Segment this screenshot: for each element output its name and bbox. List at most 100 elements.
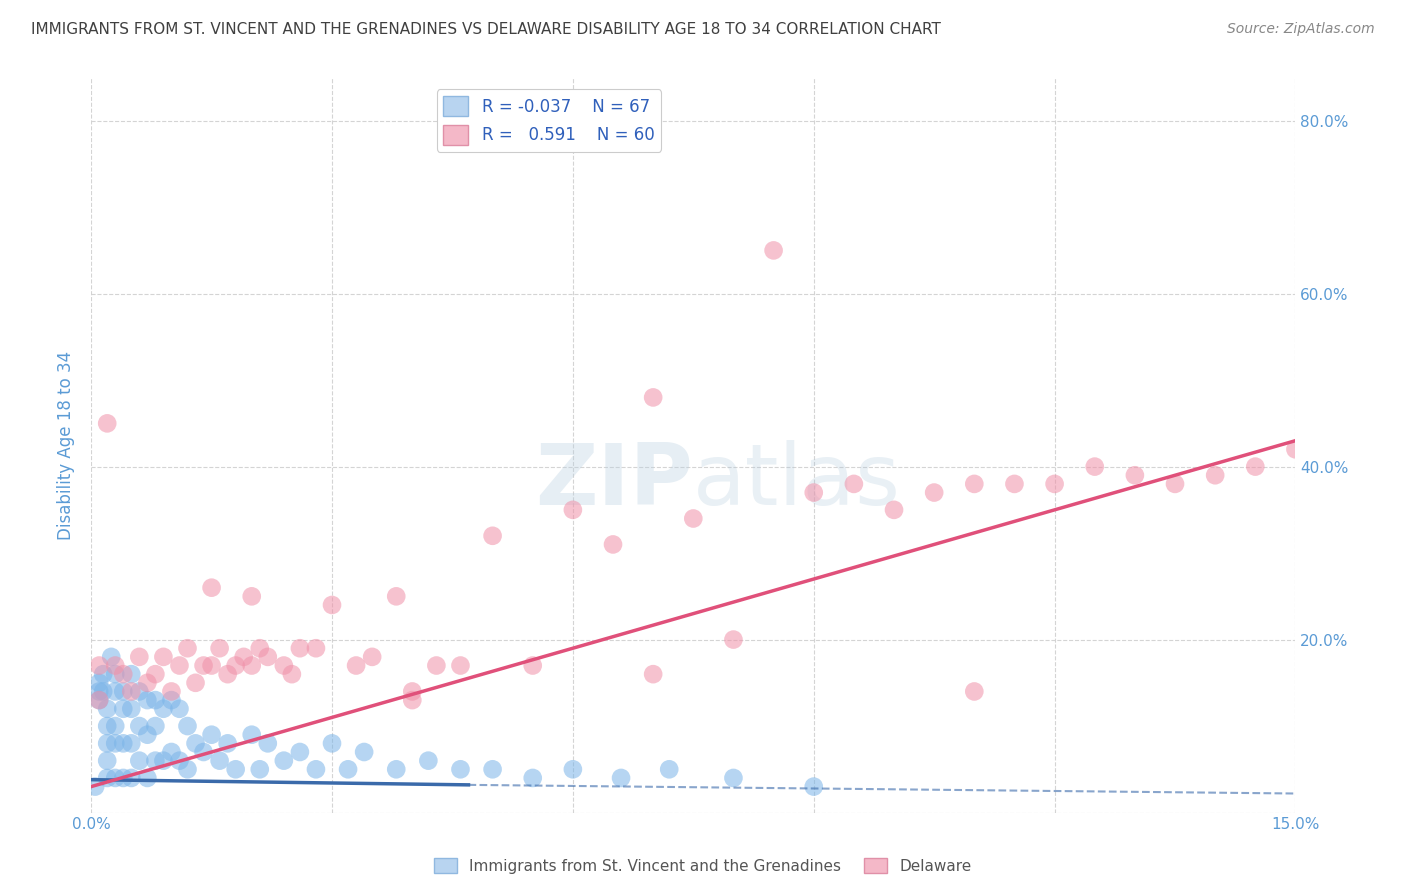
Point [208, 754, 231, 768]
Point [89, 675, 111, 690]
Point [418, 754, 440, 768]
Point [112, 667, 135, 681]
Point [762, 244, 785, 258]
Point [89, 693, 111, 707]
Point [169, 658, 191, 673]
Point [481, 762, 503, 776]
Point [193, 658, 215, 673]
Point [240, 590, 263, 604]
Point [305, 641, 328, 656]
Point [145, 719, 167, 733]
Point [361, 649, 384, 664]
Point [353, 745, 375, 759]
Point [100, 649, 122, 664]
Point [610, 771, 633, 785]
Point [136, 771, 159, 785]
Point [176, 641, 198, 656]
Point [160, 693, 183, 707]
Point [89, 693, 111, 707]
Point [120, 667, 142, 681]
Point [561, 762, 583, 776]
Point [922, 485, 945, 500]
Point [112, 702, 135, 716]
Point [723, 632, 745, 647]
Point [145, 667, 167, 681]
Point [112, 736, 135, 750]
Point [96, 754, 118, 768]
Point [1123, 468, 1146, 483]
Point [602, 537, 624, 551]
Point [1084, 459, 1107, 474]
Point [120, 771, 142, 785]
Point [84, 780, 107, 794]
Point [160, 684, 183, 698]
Point [104, 771, 127, 785]
Legend: R = -0.037    N = 67, R =   0.591    N = 60: R = -0.037 N = 67, R = 0.591 N = 60 [437, 89, 661, 152]
Point [963, 476, 986, 491]
Point [136, 693, 159, 707]
Point [273, 658, 295, 673]
Point [128, 684, 150, 698]
Point [217, 736, 239, 750]
Point [256, 736, 278, 750]
Point [1204, 468, 1226, 483]
Text: IMMIGRANTS FROM ST. VINCENT AND THE GRENADINES VS DELAWARE DISABILITY AGE 18 TO : IMMIGRANTS FROM ST. VINCENT AND THE GREN… [31, 22, 941, 37]
Point [96, 771, 118, 785]
Point [128, 719, 150, 733]
Point [200, 728, 222, 742]
Legend: Immigrants from St. Vincent and the Grenadines, Delaware: Immigrants from St. Vincent and the Gren… [429, 852, 977, 880]
Point [176, 719, 198, 733]
Point [104, 736, 127, 750]
Point [240, 658, 263, 673]
Point [104, 667, 127, 681]
Point [1284, 442, 1306, 457]
Point [803, 780, 825, 794]
Point [803, 485, 825, 500]
Point [200, 581, 222, 595]
Point [522, 658, 544, 673]
Point [200, 658, 222, 673]
Point [385, 762, 408, 776]
Point [120, 736, 142, 750]
Point [152, 702, 174, 716]
Point [160, 745, 183, 759]
Point [643, 391, 665, 405]
Point [288, 745, 311, 759]
Point [208, 641, 231, 656]
Point [385, 590, 408, 604]
Point [723, 771, 745, 785]
Point [232, 649, 254, 664]
Point [89, 684, 111, 698]
Point [184, 675, 207, 690]
Point [112, 771, 135, 785]
Y-axis label: Disability Age 18 to 34: Disability Age 18 to 34 [58, 351, 75, 540]
Point [104, 719, 127, 733]
Point [176, 762, 198, 776]
Point [256, 649, 278, 664]
Point [1244, 459, 1267, 474]
Point [450, 658, 472, 673]
Point [96, 702, 118, 716]
Point [305, 762, 328, 776]
Text: Source: ZipAtlas.com: Source: ZipAtlas.com [1227, 22, 1375, 37]
Point [217, 667, 239, 681]
Point [561, 503, 583, 517]
Point [169, 702, 191, 716]
Point [337, 762, 360, 776]
Point [425, 658, 447, 673]
Text: ZIP: ZIP [536, 441, 693, 524]
Point [401, 693, 423, 707]
Point [1164, 476, 1187, 491]
Point [883, 503, 905, 517]
Point [193, 745, 215, 759]
Point [152, 754, 174, 768]
Point [281, 667, 304, 681]
Point [682, 511, 704, 525]
Point [145, 754, 167, 768]
Point [96, 719, 118, 733]
Point [450, 762, 472, 776]
Point [658, 762, 681, 776]
Point [128, 754, 150, 768]
Point [136, 728, 159, 742]
Point [321, 736, 343, 750]
